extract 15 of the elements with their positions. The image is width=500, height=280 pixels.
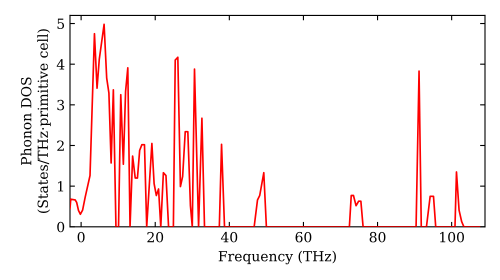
x-tick-label: 0 <box>78 232 85 242</box>
y-axis-title: Phonon DOS (States/THz·primitive cell) <box>20 29 51 213</box>
x-tick-label: 100 <box>440 232 464 242</box>
x-axis-title: Frequency (THz) <box>218 250 336 264</box>
y-tick-label: 3 <box>57 100 64 110</box>
y-tick-label: 0 <box>57 222 64 232</box>
x-tick-label: 80 <box>370 232 386 242</box>
y-tick-label: 5 <box>57 18 64 30</box>
y-tick-label: 2 <box>57 140 64 151</box>
x-tick-label: 40 <box>220 232 238 242</box>
x-tick-label: 20 <box>147 232 164 242</box>
x-tick-label: 60 <box>296 232 312 242</box>
y-tick-label: 4 <box>56 59 64 70</box>
line-series <box>70 24 480 227</box>
y-tick-label: 1 <box>58 181 64 192</box>
